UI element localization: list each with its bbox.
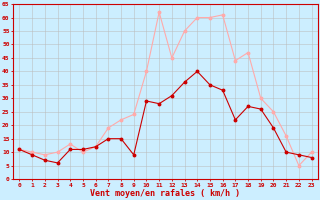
X-axis label: Vent moyen/en rafales ( km/h ): Vent moyen/en rafales ( km/h ) (91, 189, 241, 198)
